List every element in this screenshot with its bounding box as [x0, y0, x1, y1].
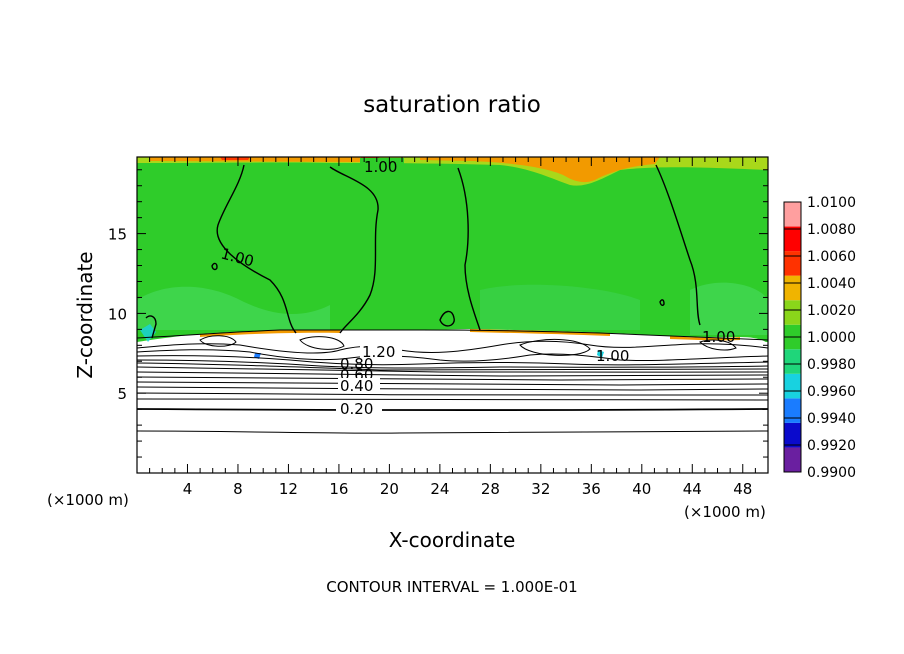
colorbar-swatch: [784, 202, 801, 227]
contour-lines-upper: [145, 164, 701, 339]
colorbar-label: 1.0100: [807, 195, 856, 211]
field-light-green-patch: [690, 282, 768, 335]
colorbar-label: 1.0000: [807, 330, 856, 346]
x-tick-label: 36: [582, 480, 601, 498]
x-unit-left: (×1000 m): [47, 491, 129, 509]
colorbar-label: 0.9960: [807, 384, 856, 400]
contour-interval-note: CONTOUR INTERVAL = 1.000E-01: [326, 578, 577, 596]
x-tick-label: 16: [329, 480, 348, 498]
x-tick-label: 44: [683, 480, 702, 498]
colorbar-label: 1.0060: [807, 249, 856, 265]
contour-label: 1.00: [596, 347, 629, 365]
chart-title: saturation ratio: [363, 92, 541, 118]
x-unit-right: (×1000 m): [684, 503, 766, 521]
contour-line: [329, 166, 379, 334]
contour-line: [137, 371, 768, 377]
colorbar-swatch: [784, 373, 801, 399]
colorbar-swatch: [784, 349, 801, 374]
y-axis-label: Z-coordinate: [73, 251, 97, 378]
contour-label: 1.20: [362, 343, 395, 361]
field-cyan-spot: [597, 350, 604, 358]
x-tick-label: 32: [531, 480, 550, 498]
contour-line: [137, 381, 768, 386]
contour-line: [145, 315, 157, 339]
contour-line: [211, 262, 218, 271]
y-tick-label: 10: [108, 305, 127, 323]
contour-label-bg: [360, 158, 404, 174]
contour-line: [137, 386, 768, 391]
colorbar-label: 0.9900: [807, 465, 856, 481]
colorbar-swatch: [784, 422, 801, 448]
colorbar-swatch: [784, 398, 801, 423]
colorbar-label: 0.9920: [807, 438, 856, 454]
x-tick-label: 4: [183, 480, 193, 498]
contour-line: [299, 336, 345, 350]
x-tick-label: 12: [279, 480, 298, 498]
contour-line: [699, 339, 737, 351]
x-tick-label: 28: [481, 480, 500, 498]
colorbar-swatch: [784, 447, 801, 472]
contour-label: 1.00: [702, 328, 735, 346]
y-tick-label: 15: [108, 226, 127, 244]
colorbar-swatch: [784, 251, 801, 276]
colorbar: 1.0100 1.0080 1.0060 1.0040 1.0020 1.0000 0.99…: [783, 195, 856, 481]
y-axis: 5 10 15: [108, 169, 768, 458]
contour-line: [137, 359, 768, 369]
contour-line: [199, 335, 237, 347]
colorbar-label: 0.9980: [807, 357, 856, 373]
plot-area: 1.00 1.00 1.00 1.20 1.00 0.80 0.60 0.40 …: [136, 156, 769, 474]
x-tick-label: 48: [733, 480, 752, 498]
contour-label-bg: [338, 378, 380, 393]
field-light-green-patch: [137, 286, 330, 330]
x-axis-label: X-coordinate: [389, 528, 516, 552]
y-tick-label: 5: [117, 385, 127, 403]
contour-line: [216, 164, 297, 334]
contour-line: [137, 376, 768, 381]
contour-line: [137, 408, 768, 412]
contour-label: 0.40: [340, 377, 373, 395]
field-cloud-base-rim: [200, 329, 740, 341]
contour-line: [137, 362, 768, 371]
contour-line: [457, 167, 481, 331]
contour-label-bg: [336, 401, 382, 417]
contour-line: [659, 299, 665, 306]
x-tick-label: 24: [430, 480, 449, 498]
contour-line: [137, 329, 768, 341]
contour-line: [137, 430, 768, 434]
contour-line: [137, 340, 768, 354]
contour-line: [655, 164, 701, 326]
contour-label-bg: [360, 343, 402, 358]
field-light-green-patch: [480, 284, 640, 330]
x-tick-label: 8: [233, 480, 243, 498]
contour-line: [137, 366, 768, 373]
x-tick-label: 40: [632, 480, 651, 498]
field-cyan-spot: [140, 324, 156, 342]
colorbar-label: 1.0020: [807, 303, 856, 319]
contour-label: 0.20: [340, 400, 373, 418]
contour-lines-lower: [137, 329, 768, 434]
x-axis: 4 8 12 16 20 24 28 32 36 40 44 48: [149, 157, 756, 498]
contour-line: [439, 310, 455, 327]
contour-line: [137, 349, 768, 362]
colorbar-label: 1.0040: [807, 276, 856, 292]
colorbar-label: 0.9940: [807, 411, 856, 427]
colorbar-swatch: [784, 275, 801, 301]
contour-label: 0.80: [340, 355, 373, 373]
contour-label: 1.00: [364, 158, 397, 176]
contour-line: [137, 392, 768, 396]
colorbar-swatch: [784, 300, 801, 325]
x-tick-label: 20: [380, 480, 399, 498]
colorbar-swatch: [784, 226, 801, 252]
contour-line: [137, 355, 768, 366]
contour-line: [519, 338, 591, 356]
colorbar-label: 1.0080: [807, 222, 856, 238]
field-top-orange-band: [150, 157, 660, 183]
